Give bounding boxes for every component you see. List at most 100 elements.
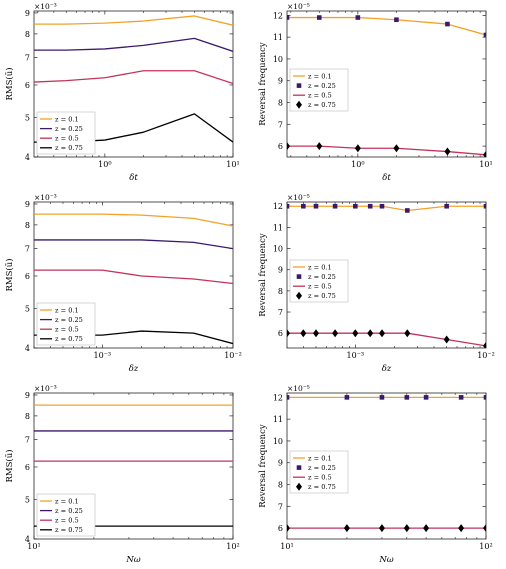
x-tick-label: 10² <box>479 542 492 551</box>
x-axis-label: δz <box>382 364 392 374</box>
series-marker-diamond <box>378 524 385 533</box>
plot-frame <box>286 201 487 349</box>
legend-label: z = 0.5 <box>55 517 79 525</box>
series-line <box>287 205 486 212</box>
series-marker-diamond <box>287 142 290 151</box>
chart-freq-vs-nomega: 10¹ 10² 6 7 8 9 10 11 12 ×10⁻⁵ Nω Reversal frequenc… <box>258 384 493 565</box>
series-marker-diamond <box>393 144 400 153</box>
legend-entry: z = 0.5 <box>293 283 332 291</box>
legend-label: z = 0.1 <box>55 497 79 505</box>
y-tick-label: 6 <box>25 272 30 281</box>
y-axis-label: Reversal frequency <box>258 424 268 508</box>
series-marker-square <box>344 395 350 400</box>
series-line <box>34 70 233 85</box>
legend-label: z = 0.25 <box>55 507 83 515</box>
y-tick-label: 10 <box>273 245 283 254</box>
y-axis-label: RMS(ū) <box>4 67 15 100</box>
y-tick-label: 12 <box>273 202 283 211</box>
chart-rms-vs-deltat: 10⁰ 10¹ 4 5 6 7 8 9 ×10⁻³ δt RMS(ū) z = 0.1 z = 0.25… <box>4 2 240 183</box>
series-marker-diamond <box>458 524 465 533</box>
legend-label: z = 0.25 <box>308 464 336 472</box>
series-marker-square <box>287 15 290 20</box>
y-tick-label: 7 <box>25 54 30 63</box>
legend-entry: z = 0.25 <box>40 125 83 133</box>
series-marker-diamond <box>367 329 374 338</box>
axis-exponent-label: ×10⁻⁵ <box>287 193 310 202</box>
y-tick-label: 7 <box>25 436 30 445</box>
axis-exponent-label: ×10⁻⁵ <box>287 2 310 11</box>
axis-exponent-label: ×10⁻³ <box>34 384 57 393</box>
series-line <box>34 213 233 227</box>
series-marker-diamond <box>404 329 411 338</box>
y-tick-label: 8 <box>278 481 283 490</box>
y-tick-label: 8 <box>278 287 283 296</box>
legend-entry: z = 0.1 <box>293 263 332 271</box>
y-tick-label: 7 <box>278 502 283 511</box>
y-tick-label: 9 <box>278 459 283 468</box>
axis-exponent-label: ×10⁻³ <box>34 193 57 202</box>
series-marker-diamond <box>300 329 307 338</box>
series-marker-square <box>301 203 306 209</box>
legend-label: z = 0.25 <box>55 125 83 133</box>
x-tick-label: 10⁰ <box>98 160 111 169</box>
series-marker-square <box>444 203 449 209</box>
legend-entry: z = 0.5 <box>40 326 79 334</box>
legend-label: z = 0.25 <box>308 82 336 90</box>
x-tick-label: 10⁻² <box>477 351 495 360</box>
y-tick-label: 6 <box>278 329 283 338</box>
x-axis-label: δt <box>129 173 138 183</box>
plot-frame <box>286 10 487 158</box>
legend-label: z = 0.75 <box>308 292 336 300</box>
plot-area <box>287 395 486 533</box>
legend-label: z = 0.75 <box>55 335 83 343</box>
y-tick-label: 8 <box>278 99 283 108</box>
series-marker-diamond <box>483 524 486 533</box>
series-line <box>287 332 486 347</box>
series-marker-square <box>483 395 486 400</box>
legend-label: z = 0.1 <box>308 263 332 271</box>
y-tick-label: 5 <box>25 304 30 313</box>
legend: z = 0.1 z = 0.25 z = 0.5z = 0.75 <box>36 493 96 537</box>
legend-entry: z = 0.25 <box>40 507 83 515</box>
y-tick-label: 4 <box>25 344 30 353</box>
y-tick-label: 7 <box>278 120 283 129</box>
series-line <box>287 16 486 36</box>
series-marker-square <box>355 15 361 20</box>
chart-freq-vs-deltat: 10⁰ 10¹ 6 7 8 9 10 11 12 ×10⁻⁵ δt Reversal frequenc… <box>258 2 493 183</box>
series-line <box>34 15 233 26</box>
series-marker-square <box>287 395 290 400</box>
legend-entry: z = 0.25 <box>296 464 336 472</box>
x-tick-label: 10¹ <box>280 542 293 551</box>
y-axis-label: RMS(ū) <box>4 449 15 482</box>
legend-entry: z = 0.75 <box>296 291 336 300</box>
y-axis-label: RMS(ū) <box>4 258 15 291</box>
y-axis-label: Reversal frequency <box>258 42 268 126</box>
series-marker-diamond <box>403 524 410 533</box>
legend-swatch-square <box>296 465 302 470</box>
legend-entry: z = 0.25 <box>296 273 336 281</box>
series-marker-diamond <box>316 142 323 151</box>
series-marker-square <box>313 203 319 209</box>
legend-label: z = 0.75 <box>308 101 336 109</box>
x-tick-label: 10⁰ <box>351 160 364 169</box>
chart-rms-vs-nomega: 10¹ 10² 4 5 6 7 8 9 ×10⁻³ Nω RMS(ū) z = 0.1 z = 0.25… <box>4 384 240 565</box>
y-tick-label: 9 <box>25 391 30 400</box>
y-tick-label: 5 <box>25 113 30 122</box>
x-axis-label: δt <box>382 173 391 183</box>
series-line <box>287 145 486 156</box>
y-tick-label: 8 <box>25 412 30 421</box>
y-axis-label: Reversal frequency <box>258 233 268 317</box>
legend-label: z = 0.25 <box>308 273 336 281</box>
legend-swatch-diamond <box>296 100 302 109</box>
legend: z = 0.1 z = 0.25 z = 0.5z = 0.75 <box>36 111 96 155</box>
legend-entry: z = 0.5 <box>293 92 332 100</box>
plot-area <box>287 203 486 348</box>
series-marker-square <box>458 395 464 400</box>
plot-frame <box>33 392 234 540</box>
x-tick-label: 10¹ <box>479 160 492 169</box>
legend-entry: z = 0.5 <box>293 474 332 482</box>
legend: z = 0.1 z = 0.25 z = 0.5z = 0.75 <box>289 68 349 112</box>
y-tick-label: 6 <box>25 81 30 90</box>
y-tick-label: 7 <box>278 308 283 317</box>
